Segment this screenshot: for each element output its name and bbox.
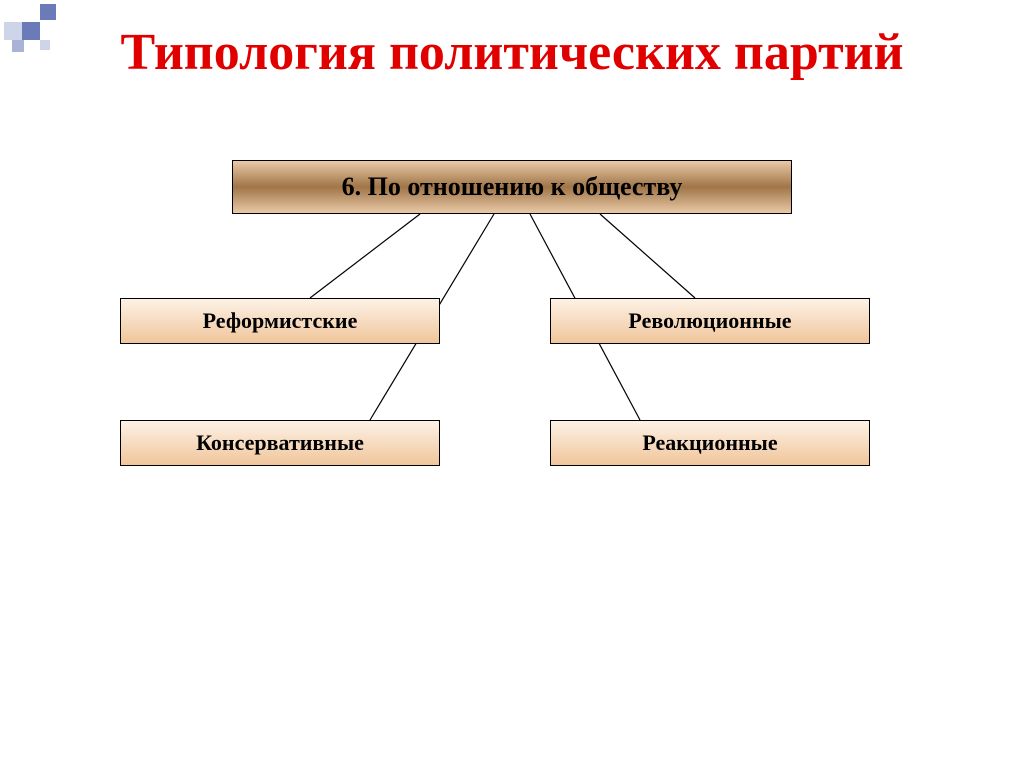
diagram-header: 6. По отношению к обществу [232,160,792,214]
connector [310,214,420,298]
deco-square [40,4,56,20]
diagram-item-reformist: Реформистские [120,298,440,344]
slide-title: Типология политических партий [0,26,1024,81]
diagram-item-revolutionary: Революционные [550,298,870,344]
connector-lines [0,0,1024,767]
diagram-item-label: Революционные [628,308,791,334]
diagram-item-reactionary: Реакционные [550,420,870,466]
connector [600,214,695,298]
diagram-item-label: Консервативные [196,430,364,456]
diagram-header-label: 6. По отношению к обществу [342,172,683,202]
diagram-item-label: Реакционные [642,430,777,456]
diagram-item-label: Реформистские [203,308,358,334]
diagram-item-conservative: Консервативные [120,420,440,466]
